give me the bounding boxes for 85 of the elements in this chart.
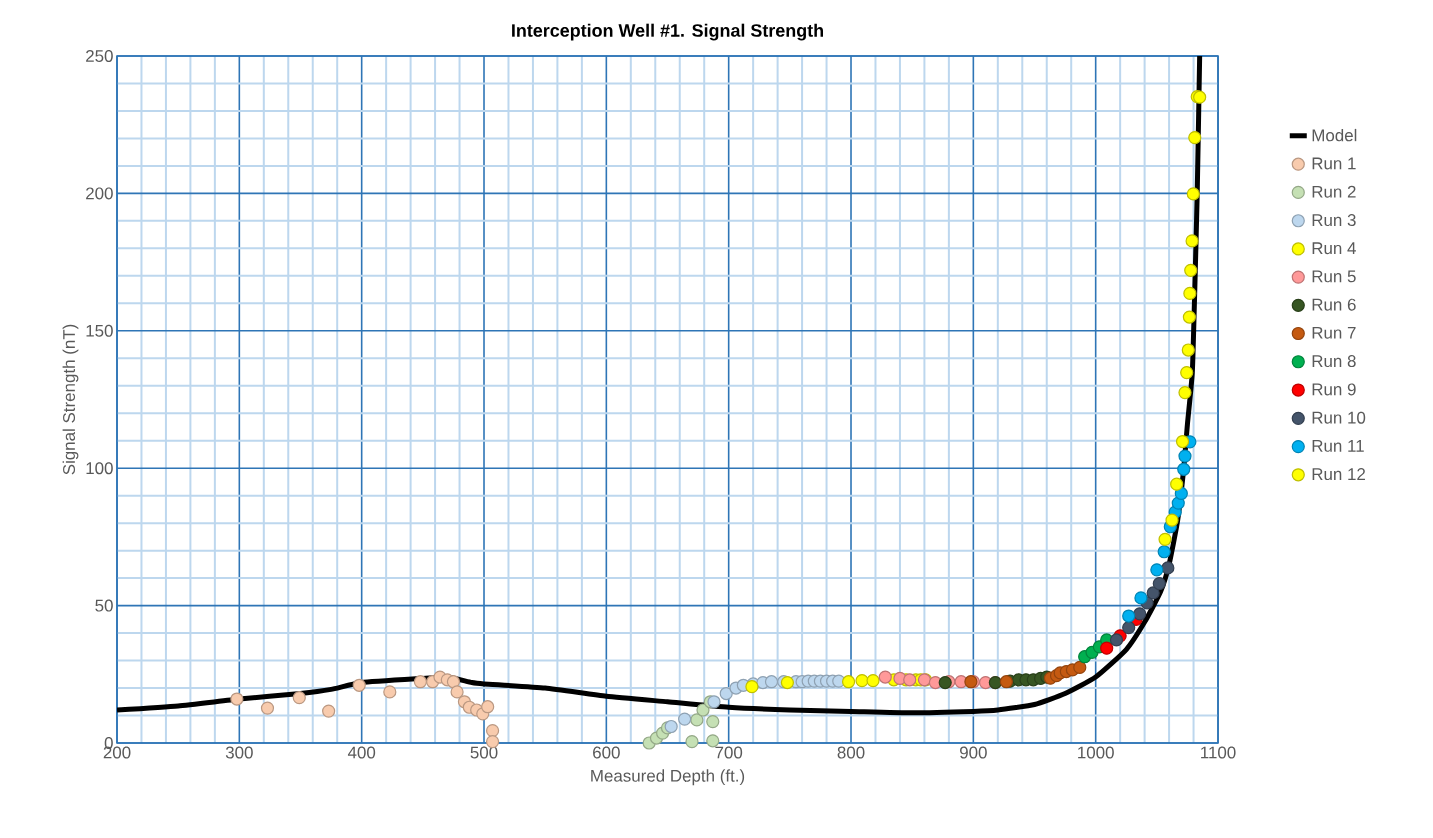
point — [1188, 131, 1202, 145]
x-tick-label: 500 — [470, 746, 498, 759]
point — [1185, 234, 1199, 248]
point — [481, 700, 495, 714]
point — [1183, 286, 1197, 301]
point — [1100, 641, 1114, 655]
legend-label: Run 5 — [1312, 270, 1356, 283]
point — [707, 695, 721, 709]
legend-label: Run 12 — [1312, 468, 1365, 481]
y-tick-label: 200 — [86, 187, 113, 200]
point — [764, 675, 779, 689]
y-tick-label: 50 — [95, 599, 113, 612]
x-tick-label: 900 — [960, 746, 987, 759]
x-tick-label: 300 — [225, 746, 253, 759]
x-tick-label: 1000 — [1078, 746, 1114, 759]
point — [678, 712, 692, 726]
point — [685, 735, 699, 749]
point — [1180, 365, 1194, 380]
chart-title: Interception Well #1. Signal Strength — [512, 23, 824, 41]
legend-label: Run 1 — [1312, 157, 1356, 170]
point — [1146, 586, 1160, 600]
point — [1181, 343, 1195, 357]
point — [450, 685, 464, 699]
point — [690, 713, 704, 727]
point — [1182, 310, 1196, 324]
point — [938, 675, 952, 690]
point — [1186, 187, 1200, 201]
point — [706, 734, 720, 748]
point — [260, 701, 275, 715]
point — [1175, 434, 1190, 449]
point — [1133, 607, 1147, 621]
legend-label: Run 6 — [1312, 298, 1356, 311]
point — [446, 675, 461, 689]
point — [1152, 577, 1166, 591]
point — [1134, 591, 1148, 605]
legend-label: Run 8 — [1312, 355, 1356, 368]
point — [878, 670, 892, 684]
point — [1178, 449, 1192, 463]
point — [1161, 561, 1175, 575]
point — [664, 719, 678, 734]
point — [855, 674, 869, 688]
y-tick-label: 250 — [86, 49, 113, 62]
x-tick-label: 700 — [715, 746, 743, 759]
y-tick-label: 100 — [86, 462, 113, 475]
point — [1165, 513, 1179, 527]
point — [383, 685, 397, 699]
point — [719, 686, 733, 701]
point — [352, 678, 366, 692]
point — [1178, 386, 1192, 400]
point — [292, 691, 306, 705]
point — [1158, 532, 1172, 546]
legend-label: Run 7 — [1312, 326, 1356, 339]
point — [485, 724, 500, 738]
point — [866, 674, 880, 688]
y-tick-label: 150 — [86, 324, 113, 337]
point — [1122, 620, 1136, 635]
point — [1073, 660, 1087, 675]
point — [230, 692, 244, 706]
point — [322, 704, 336, 718]
point — [999, 675, 1013, 689]
legend-label: Run 3 — [1312, 214, 1356, 227]
point — [413, 675, 427, 689]
x-tick-label: 400 — [347, 746, 376, 759]
point — [1109, 633, 1124, 647]
point — [1150, 563, 1164, 577]
point — [903, 673, 917, 687]
legend-label: Run 11 — [1312, 439, 1364, 452]
legend-label: Run 9 — [1312, 383, 1356, 396]
x-tick-label: 800 — [837, 746, 865, 759]
point — [1184, 263, 1198, 277]
point — [1157, 545, 1171, 559]
point — [841, 675, 856, 689]
point — [1170, 477, 1184, 491]
y-axis-title: Signal Strength (nT) — [62, 324, 79, 475]
x-tick-label: 1100 — [1201, 746, 1236, 759]
legend-label: Run 4 — [1312, 242, 1356, 255]
point — [706, 714, 720, 729]
x-axis-title: Measured Depth (ft.) — [591, 769, 745, 786]
legend-label: Model — [1312, 128, 1357, 142]
x-tick-label: 600 — [593, 746, 620, 759]
point — [1122, 609, 1136, 623]
legend-label: Run 2 — [1312, 185, 1356, 198]
point — [696, 703, 710, 717]
point — [1177, 462, 1191, 476]
legend-label: Run 10 — [1312, 411, 1366, 424]
